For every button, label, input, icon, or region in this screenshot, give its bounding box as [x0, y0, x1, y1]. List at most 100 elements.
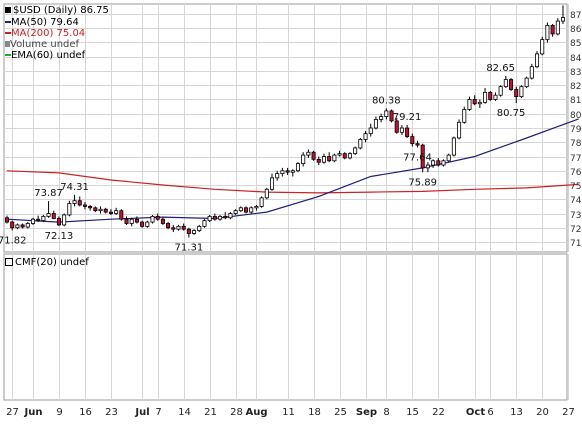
y-tick-label: 78: [570, 139, 582, 149]
candle-body: [114, 210, 119, 214]
candle-body: [540, 39, 545, 55]
candle-body: [560, 17, 566, 22]
candle-body: [394, 120, 399, 133]
cmf-label: CMF(20) undef: [15, 257, 89, 268]
candle-body: [108, 211, 113, 214]
candle-body: [98, 208, 103, 212]
y-tick-label: 79: [570, 125, 582, 135]
candle-body: [498, 86, 503, 96]
candle-body: [441, 160, 446, 166]
candle-body: [88, 205, 93, 209]
candle-body: [342, 153, 347, 159]
candle-body: [472, 99, 477, 105]
candle-body: [77, 200, 82, 206]
candle-body: [218, 215, 223, 220]
y-tick-label: 72: [570, 225, 581, 235]
x-tick-label: 8: [383, 407, 389, 418]
candle-body: [316, 158, 321, 163]
candle-body: [192, 230, 197, 234]
ma50-line: [6, 118, 579, 223]
candle-body: [405, 127, 410, 137]
candle-body: [129, 218, 134, 224]
x-tick-label: 27: [6, 407, 19, 418]
candle-body: [290, 170, 295, 173]
candle-body: [519, 86, 524, 98]
candle-body: [550, 24, 555, 35]
candle-body: [332, 154, 337, 162]
candle-body: [197, 225, 202, 232]
candle-body: [275, 173, 280, 179]
y-tick-label: 75: [570, 182, 581, 192]
candle-body: [368, 127, 373, 135]
y-tick-label: 84: [570, 54, 582, 64]
candle-body: [160, 218, 165, 224]
legend-ema60-label: EMA(60) undef: [11, 50, 86, 61]
x-tick-label: Jul: [134, 407, 149, 418]
legend-volume-label: Volume undef: [10, 39, 80, 50]
candle-body: [467, 99, 472, 110]
cmf-legend: CMF(20) undef: [5, 258, 89, 268]
y-tick-label: 86: [570, 25, 582, 35]
candle-body: [93, 207, 98, 212]
candle-body: [535, 53, 540, 68]
candle-body: [285, 170, 290, 173]
last-value: 86.75: [80, 5, 109, 16]
x-tick-label: 14: [178, 407, 191, 418]
candle-body: [103, 208, 108, 213]
price-annotation: 79.21: [393, 112, 422, 123]
candle-body: [311, 151, 316, 160]
candle-body: [373, 119, 378, 129]
x-tick-label: 28: [230, 407, 243, 418]
candle-body: [72, 200, 77, 204]
candle-body: [425, 164, 430, 169]
x-tick-label: 13: [510, 407, 523, 418]
x-tick-label: Jun: [24, 407, 43, 418]
x-tick-label: 22: [432, 407, 445, 418]
candle-body: [10, 221, 15, 229]
candle-body: [555, 20, 560, 35]
candle-body: [337, 153, 342, 156]
candle-body: [529, 66, 534, 79]
candle-body: [166, 223, 171, 229]
candle-body: [431, 160, 436, 166]
candle-body: [186, 228, 191, 234]
candle-body: [415, 143, 420, 146]
candle-body: [264, 188, 269, 199]
price-annotation: 72.13: [45, 231, 74, 242]
legend-ma200-swatch: [5, 32, 11, 34]
candle-body: [30, 218, 35, 224]
legend-volume-swatch: [5, 41, 10, 47]
price-annotation: 71.82: [0, 235, 27, 246]
candle-body: [134, 218, 139, 223]
x-tick-label: 7: [155, 407, 161, 418]
cmf-swatch: [5, 258, 13, 266]
candle-body: [15, 224, 20, 229]
candle-body: [524, 77, 529, 88]
candle-body: [321, 156, 326, 163]
candle-body: [233, 210, 238, 214]
price-annotation: 74.31: [60, 182, 89, 193]
x-tick-label: 11: [282, 407, 295, 418]
y-tick-label: 81: [570, 96, 581, 106]
y-tick-label: 76: [570, 168, 582, 178]
price-annotation: 80.75: [497, 108, 526, 119]
candle-body: [446, 154, 451, 162]
candle-body: [150, 215, 155, 223]
x-tick-label: 21: [204, 407, 217, 418]
candle-body: [545, 24, 550, 41]
candle-body: [280, 170, 285, 175]
candle-body: [503, 79, 508, 88]
candle-body: [140, 221, 145, 227]
candle-body: [124, 218, 129, 224]
candle-body: [483, 91, 488, 103]
candle-body: [436, 160, 441, 166]
chart-frame: [3, 3, 568, 401]
candle-body: [259, 197, 264, 207]
candle-body: [155, 215, 160, 220]
x-tick-label: Oct: [466, 407, 485, 418]
y-tick-label: 74: [570, 196, 582, 206]
legend-ma50-swatch: [5, 21, 11, 23]
candle-body: [451, 137, 456, 156]
